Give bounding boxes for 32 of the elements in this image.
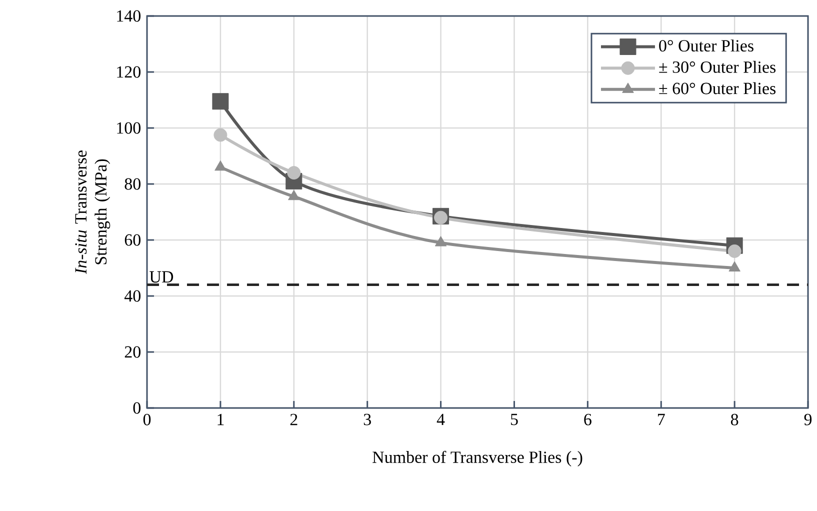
point	[214, 128, 228, 142]
x-tick-label: 3	[364, 414, 371, 426]
y-tick-label: 20	[124, 346, 140, 358]
x-tick-label: 9	[804, 414, 812, 426]
point	[212, 93, 229, 110]
x-tick-label: 7	[658, 414, 665, 425]
y-tick-label: 120	[117, 66, 140, 78]
x-tick-label: 6	[584, 414, 592, 426]
point	[214, 160, 226, 171]
y-tick-label: 0	[133, 402, 140, 414]
legend-label: 0° Outer Plies	[659, 40, 754, 52]
point	[287, 166, 301, 180]
x-tick-label: 8	[730, 414, 738, 426]
ref-line-label: UD	[150, 271, 174, 283]
y-tick-label: 100	[117, 122, 140, 134]
x-tick-label: 0	[143, 414, 151, 426]
y-tick-label: 80	[124, 178, 140, 190]
point	[434, 236, 447, 246]
x-tick-label: 1	[218, 414, 224, 426]
y-tick-label: 60	[124, 234, 140, 246]
point	[288, 190, 300, 200]
x-tick-label: 5	[510, 414, 518, 426]
point	[434, 210, 448, 224]
y-tick-label: 40	[124, 290, 140, 302]
y-tick-label: 140	[117, 10, 140, 22]
legend-label: ± 60° Outer Plies	[659, 82, 776, 94]
point	[728, 261, 740, 272]
x-axis-title: Number of Transverse Plies (-)	[372, 450, 582, 466]
x-tick-label: 2	[290, 414, 298, 426]
legend-label: ± 30° Outer Plies	[659, 60, 776, 73]
point	[728, 244, 742, 258]
x-tick-label: 4	[436, 414, 445, 426]
